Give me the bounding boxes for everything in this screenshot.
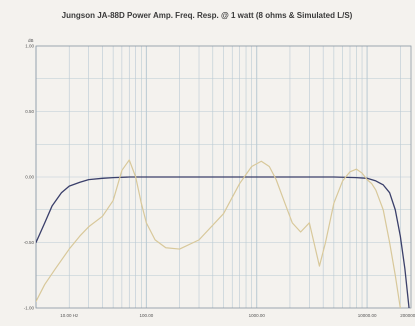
x-tick-label: 100.00	[139, 313, 153, 318]
y-tick-label: -0.50	[24, 240, 35, 245]
plot-area-frame	[35, 45, 412, 309]
chart-title-part: Jungson	[62, 11, 98, 20]
x-tick-label: 10.00 Hz	[60, 313, 79, 318]
y-tick-label: 1.00	[25, 44, 34, 49]
chart-title: Jungson JA-88D Power Amp. Freq. Resp. @ …	[62, 11, 353, 20]
series-line-speaker	[36, 159, 401, 308]
series-lines	[36, 159, 410, 308]
series-line-resistive	[36, 176, 410, 308]
x-tick-label: 200000	[400, 313, 415, 318]
chart-title-part: Power Amp. Freq. Resp. @ 1 watt (8 ohms …	[125, 11, 353, 20]
chart-title-part: JA-88D	[97, 11, 125, 20]
y-tick-label: 0.00	[25, 175, 34, 180]
y-tick-label: 0.50	[25, 109, 34, 114]
y-tick-label: -1.00	[24, 306, 35, 311]
x-tick-label: 1000.00	[249, 313, 266, 318]
axis-tick-labels: 1.00 0.50 0.00 -0.50 -1.00 10.00 Hz 100.00 1000…	[24, 44, 415, 319]
x-tick-label: 10000.00	[358, 313, 377, 318]
y-axis-unit: dB	[28, 38, 34, 43]
